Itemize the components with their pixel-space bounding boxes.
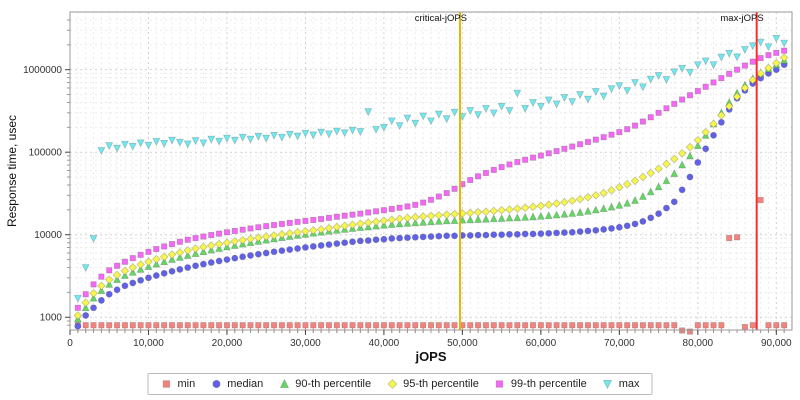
x-axis-title: jOPS [414, 349, 446, 364]
legend-item-90-th-percentile: 90-th percentile [278, 378, 371, 390]
annotation-label-critical-jOPS: critical-jOPS [415, 13, 467, 24]
legend-label: max [618, 378, 640, 390]
x-tick-label: 10,000 [133, 338, 164, 349]
gridlines [70, 12, 792, 330]
series-max [73, 34, 789, 303]
x-tick-label: 80,000 [683, 338, 714, 349]
x-tick-label: 50,000 [447, 338, 478, 349]
y-axis-title: Response time, usec [5, 115, 19, 227]
legend-item-95-th-percentile: 95-th percentile [386, 378, 479, 390]
legend-label: 90-th percentile [295, 378, 372, 390]
series-min [74, 197, 788, 335]
x-tick-label: 0 [67, 338, 73, 349]
y-tick-label: 10000 [34, 230, 62, 241]
legend-label: 95-th percentile [403, 378, 479, 390]
x-tick-label: 90,000 [761, 338, 792, 349]
legend-item-median: median [210, 378, 263, 390]
axes: 0 10,000 20,000 30,000 40,000 50,000 60,000 70,… [23, 19, 792, 349]
legend-label: median [227, 378, 264, 390]
square-marker-icon [496, 380, 504, 388]
legend-item-max: max [602, 378, 640, 390]
x-tick-label: 70,000 [604, 338, 635, 349]
legend-label: min [177, 378, 196, 390]
y-tick-label: 1000 [40, 313, 63, 324]
y-tick-label: 1000000 [23, 65, 62, 76]
series-median [74, 61, 788, 330]
legend-item-min: min [160, 378, 195, 390]
circle-marker-icon [212, 379, 221, 389]
legend: min median 90-th percentile 95-th percentil… [147, 373, 653, 395]
x-tick-label: 20,000 [212, 338, 243, 349]
diamond-marker-icon [387, 379, 397, 389]
x-tick-label: 60,000 [526, 338, 557, 349]
triangle-down-marker-icon [603, 380, 613, 390]
x-tick-label: 40,000 [369, 338, 400, 349]
legend-label: 99-th percentile [510, 378, 587, 390]
legend-item-99-th-percentile: 99-th percentile [494, 378, 587, 390]
annotation-label-max-jOPS: max-jOPS [720, 13, 763, 24]
square-marker-icon [162, 380, 171, 388]
y-tick-label: 100000 [29, 148, 63, 159]
x-tick-label: 30,000 [290, 338, 321, 349]
triangle-up-marker-icon [279, 378, 289, 388]
series-99-th-percentile [74, 47, 788, 311]
series-95-th-percentile [73, 53, 789, 320]
